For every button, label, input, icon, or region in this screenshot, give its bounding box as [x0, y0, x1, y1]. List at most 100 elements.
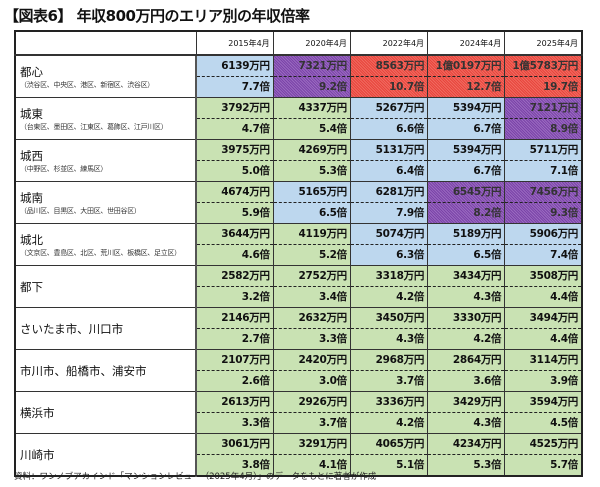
table-row: 城北 （文京区、豊島区、北区、荒川区、板橋区、足立区） 3644万円 4119万円 50… [15, 223, 582, 266]
ratio-cell: 6.6倍 [349, 118, 428, 140]
column-header: 2022年4月 [349, 31, 428, 56]
area-districts: （中野区、杉並区、練馬区） [20, 164, 108, 173]
price-cell: 3434万円 [427, 265, 505, 287]
price-cell: 3291万円 [272, 433, 351, 455]
area-label: 都下 [15, 265, 197, 308]
ratio-cell: 7.4倍 [504, 244, 582, 266]
table-row: 横浜市 2613万円 2926万円 3336万円 3429万円 3594万円 [15, 391, 582, 434]
price-cell: 3450万円 [349, 307, 428, 329]
price-cell: 5906万円 [504, 223, 582, 245]
ratio-cell: 3.0倍 [272, 370, 351, 392]
price-cell: 5189万円 [427, 223, 505, 245]
ratio-cell: 6.5倍 [272, 202, 351, 224]
price-cell: 4337万円 [272, 97, 351, 119]
ratio-cell: 2.7倍 [195, 328, 274, 350]
area-name: 横浜市 [20, 405, 55, 420]
table-row: 市川市、船橋市、浦安市 2107万円 2420万円 2968万円 2864万円 3114万… [15, 349, 582, 392]
price-cell: 1億0197万円 [427, 54, 505, 77]
area-label: 横浜市 [15, 391, 197, 434]
ratio-cell: 4.7倍 [195, 118, 274, 140]
price-cell: 2864万円 [427, 349, 505, 371]
table-row: 都下 2582万円 2752万円 3318万円 3434万円 3508万円 [15, 265, 582, 308]
price-cell: 3508万円 [504, 265, 582, 287]
price-cell: 3644万円 [195, 223, 274, 245]
ratio-cell: 4.2倍 [349, 412, 428, 434]
price-cell: 2752万円 [272, 265, 351, 287]
price-cell: 3975万円 [195, 139, 274, 161]
price-cell: 4525万円 [504, 433, 582, 455]
ratio-cell: 4.3倍 [427, 412, 505, 434]
table-row-ratio: 3.8倍 4.1倍 5.1倍 5.3倍 5.7倍 [15, 454, 582, 476]
ratio-cell: 8.9倍 [504, 118, 582, 140]
table-row: さいたま市、川口市 2146万円 2632万円 3450万円 3330万円 3494万円 [15, 307, 582, 350]
header-row: 2015年4月 2020年4月 2022年4月 2024年4月 2025年4月 [15, 31, 582, 56]
price-cell: 5394万円 [427, 97, 505, 119]
income-ratio-table: 2015年4月 2020年4月 2022年4月 2024年4月 2025年4月 都心 （渋… [14, 30, 583, 477]
table-row-ratio: 2.7倍 3.3倍 4.3倍 4.2倍 4.4倍 [15, 328, 582, 350]
price-cell: 7321万円 [272, 54, 351, 77]
price-cell: 2926万円 [272, 391, 351, 413]
area-name: 川崎市 [20, 447, 55, 462]
price-cell: 3061万円 [195, 433, 274, 455]
ratio-cell: 2.6倍 [195, 370, 274, 392]
area-label: 市川市、船橋市、浦安市 [15, 349, 197, 392]
price-cell: 6139万円 [195, 54, 274, 77]
ratio-cell: 5.7倍 [504, 454, 582, 476]
price-cell: 3330万円 [427, 307, 505, 329]
column-header: 2015年4月 [195, 31, 274, 56]
ratio-cell: 6.5倍 [427, 244, 505, 266]
price-cell: 3792万円 [195, 97, 274, 119]
table-row: 城東 （台東区、墨田区、江東区、葛飾区、江戸川区） 3792万円 4337万円 5267… [15, 97, 582, 140]
area-districts: （文京区、豊島区、北区、荒川区、板橋区、足立区） [20, 248, 181, 257]
ratio-cell: 6.3倍 [349, 244, 428, 266]
area-name: 城東 [20, 106, 43, 121]
area-name: 城北 [20, 232, 43, 247]
ratio-cell: 4.1倍 [272, 454, 351, 476]
table-row-ratio: 5.9倍 6.5倍 7.9倍 8.2倍 9.3倍 [15, 202, 582, 224]
ratio-cell: 3.8倍 [195, 454, 274, 476]
price-cell: 2968万円 [349, 349, 428, 371]
price-cell: 7121万円 [504, 97, 582, 119]
price-cell: 2146万円 [195, 307, 274, 329]
price-cell: 5267万円 [349, 97, 428, 119]
ratio-cell: 4.2倍 [427, 328, 505, 350]
price-cell: 5074万円 [349, 223, 428, 245]
price-cell: 1億5783万円 [504, 54, 582, 77]
ratio-cell: 3.3倍 [272, 328, 351, 350]
price-cell: 5711万円 [504, 139, 582, 161]
area-label: 城西 （中野区、杉並区、練馬区） [15, 139, 197, 182]
area-label: 川崎市 [15, 433, 197, 476]
ratio-cell: 4.4倍 [504, 286, 582, 308]
price-cell: 2613万円 [195, 391, 274, 413]
price-cell: 5165万円 [272, 181, 351, 203]
price-cell: 2582万円 [195, 265, 274, 287]
column-header: 2025年4月 [504, 31, 582, 56]
ratio-cell: 3.9倍 [504, 370, 582, 392]
corner-cell [15, 31, 196, 56]
column-header: 2024年4月 [427, 31, 505, 56]
area-name: さいたま市、川口市 [20, 321, 124, 336]
area-districts: （台東区、墨田区、江東区、葛飾区、江戸川区） [20, 122, 168, 131]
ratio-cell: 5.0倍 [195, 160, 274, 182]
price-cell: 3336万円 [349, 391, 428, 413]
ratio-cell: 3.7倍 [349, 370, 428, 392]
price-cell: 3114万円 [504, 349, 582, 371]
area-districts: （渋谷区、中央区、港区、新宿区、渋谷区） [20, 80, 154, 89]
area-name: 城南 [20, 190, 43, 205]
area-label: 都心 （渋谷区、中央区、港区、新宿区、渋谷区） [15, 54, 197, 98]
column-header: 2020年4月 [272, 31, 351, 56]
ratio-cell: 4.3倍 [349, 328, 428, 350]
table-row-ratio: 4.7倍 5.4倍 6.6倍 6.7倍 8.9倍 [15, 118, 582, 140]
price-cell: 4119万円 [272, 223, 351, 245]
area-name: 城西 [20, 148, 43, 163]
ratio-cell: 5.3倍 [427, 454, 505, 476]
ratio-cell: 3.7倍 [272, 412, 351, 434]
ratio-cell: 6.7倍 [427, 160, 505, 182]
table-row-ratio: 5.0倍 5.3倍 6.4倍 6.7倍 7.1倍 [15, 160, 582, 182]
ratio-cell: 5.9倍 [195, 202, 274, 224]
price-cell: 2420万円 [272, 349, 351, 371]
ratio-cell: 7.7倍 [195, 76, 274, 98]
ratio-cell: 9.2倍 [272, 76, 351, 98]
area-label: 城南 （品川区、目黒区、大田区、世田谷区） [15, 181, 197, 224]
table-row-ratio: 3.2倍 3.4倍 4.2倍 4.3倍 4.4倍 [15, 286, 582, 308]
